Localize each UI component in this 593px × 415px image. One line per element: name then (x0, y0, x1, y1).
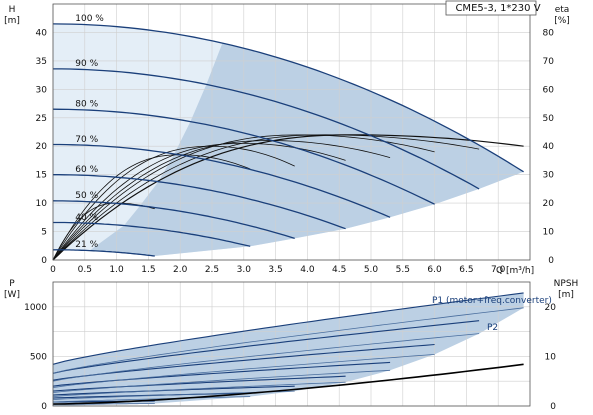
speed-label: 40 % (75, 213, 98, 223)
p2-curve (52, 396, 251, 403)
eta-axis-unit: [%] (554, 16, 570, 26)
p1-series-label: P1 (motor+freq.converter) (432, 296, 552, 306)
head-tick-label: 30 (36, 85, 48, 95)
flow-tick-label: 4.5 (332, 265, 346, 275)
head-curve (52, 23, 524, 173)
eta-tick-label: 60 (543, 85, 555, 95)
flow-tick-label: 3.0 (237, 265, 252, 275)
head-efficiency-panel: 100 % 90 % 80 % 70 % 60 % 50 % 40 % 21 % 0 0.5 1.0… (36, 0, 555, 275)
head-axis-unit: [m] (4, 16, 20, 26)
flow-tick-label: 3.5 (268, 265, 282, 275)
speed-label: 60 % (75, 165, 98, 175)
speed-label: 80 % (75, 100, 98, 110)
head-tick-label: 35 (36, 57, 47, 67)
head-curve (53, 221, 251, 247)
speed-label: 70 % (75, 135, 98, 145)
head-tick-label: 25 (36, 114, 47, 124)
chart-title: CME5-3, 1*230 V (455, 3, 540, 14)
flow-tick-label: 5.5 (396, 265, 410, 275)
p2-series-label: P2 (487, 323, 498, 333)
npsh-tick-label: 10 (545, 352, 557, 362)
flow-tick-label: 1.0 (109, 265, 124, 275)
eta-curve (52, 134, 435, 261)
p1-curve (52, 320, 480, 374)
power-region (53, 292, 524, 406)
power-tick-label: 1000 (24, 303, 47, 313)
eta-curve (52, 134, 524, 261)
npsh-tick-label: 20 (545, 303, 557, 313)
eta-tick-label: 40 (543, 142, 555, 152)
head-curve (52, 108, 435, 205)
head-tick-label: 15 (36, 171, 47, 181)
flow-tick-label: 6.5 (459, 265, 473, 275)
p2-curve (52, 307, 524, 374)
p2-curve (52, 369, 391, 393)
bottom-plot-frame (52, 281, 531, 407)
flow-axis-label: Q [m³/h] (496, 266, 534, 276)
npsh-axis-unit: [m] (558, 290, 574, 300)
npsh-curve (52, 363, 524, 405)
top-plot-frame (52, 3, 531, 261)
eta-tick-label: 20 (543, 199, 555, 209)
head-curve (53, 68, 480, 190)
p1-curve (52, 343, 435, 381)
eta-axis-symbol: eta (555, 5, 570, 15)
head-tick-label: 20 (36, 142, 48, 152)
power-npsh-panel: 0 500 1000 0 10 20 (24, 281, 557, 412)
head-tick-label: 40 (36, 28, 48, 38)
head-tick-label: 10 (36, 199, 48, 209)
speed-label: 90 % (75, 59, 98, 69)
speed-label: 50 % (75, 191, 98, 201)
p2-curve (52, 354, 435, 388)
head-curve (52, 200, 295, 240)
npsh-axis-symbol: NPSH (554, 279, 579, 289)
power-tick-label: 500 (30, 352, 47, 362)
eta-tick-label: 70 (543, 57, 555, 67)
flow-tick-label: 1.5 (141, 265, 155, 275)
flow-tick-label: 2.0 (173, 265, 188, 275)
eta-curve (52, 145, 295, 261)
head-curve (53, 249, 155, 257)
flow-tick-label: 7.0 (491, 265, 506, 275)
head-axis-symbol: H (9, 5, 16, 15)
speed-label: 21 % (75, 240, 98, 250)
eta-tick-label: 30 (543, 171, 555, 181)
head-tick-label: 0 (41, 256, 47, 266)
p1-curve (52, 292, 524, 365)
p2-curve (52, 333, 480, 382)
flow-tick-label: 5.0 (364, 265, 379, 275)
flow-tick-label: 2.5 (205, 265, 219, 275)
eta-curve (52, 154, 251, 261)
head-curve (53, 143, 391, 218)
head-curve (53, 174, 346, 230)
flow-tick-label: 0.5 (78, 265, 92, 275)
p2-curve (52, 381, 346, 397)
power-axis-unit: [W] (4, 290, 20, 300)
eta-tick-label: 50 (543, 114, 555, 124)
p1-curve (52, 375, 346, 392)
title-box (445, 0, 537, 16)
npsh-tick-label: 0 (550, 402, 556, 412)
eta-tick-label: 10 (543, 228, 555, 238)
flow-tick-label: 4.0 (300, 265, 315, 275)
power-axis-symbol: P (9, 279, 15, 289)
flow-tick-label: 6.0 (427, 265, 442, 275)
eta-tick-label: 80 (543, 28, 555, 38)
speed-label: 100 % (75, 14, 104, 24)
eta-tick-label: 0 (548, 256, 554, 266)
flow-tick-label: 0 (50, 265, 56, 275)
head-tick-label: 5 (41, 228, 47, 238)
power-tick-label: 0 (41, 402, 47, 412)
